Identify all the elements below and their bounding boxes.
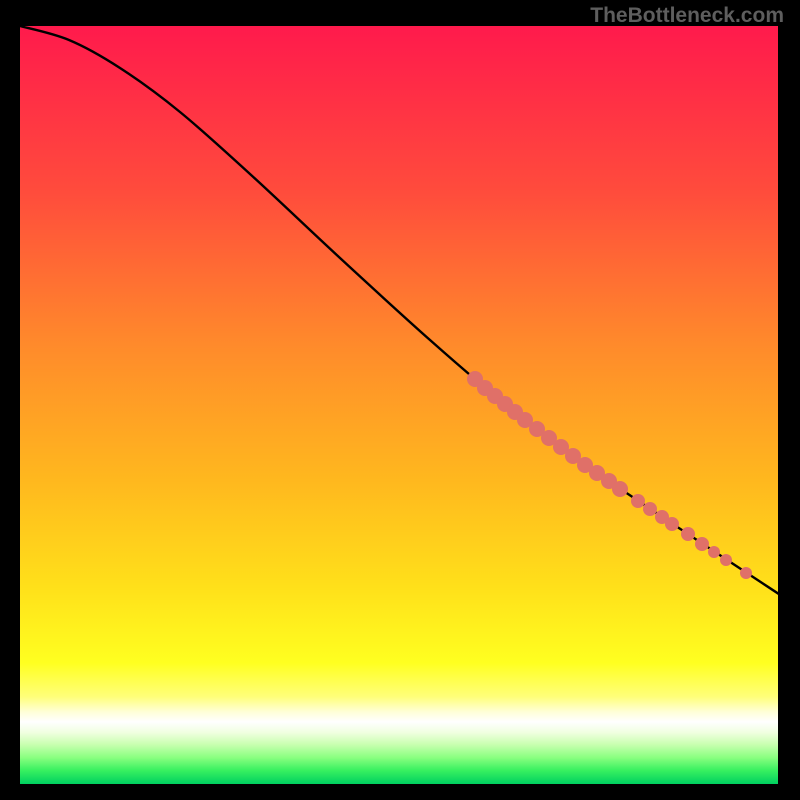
bottleneck-gradient-chart	[0, 0, 800, 800]
data-point	[643, 502, 657, 516]
data-point	[720, 554, 732, 566]
gradient-background	[20, 26, 778, 784]
data-point	[612, 481, 628, 497]
data-point	[740, 567, 752, 579]
data-point	[695, 537, 709, 551]
data-point	[681, 527, 695, 541]
data-point	[708, 546, 720, 558]
data-point	[631, 494, 645, 508]
chart-stage: TheBottleneck.com	[0, 0, 800, 800]
data-point	[665, 517, 679, 531]
